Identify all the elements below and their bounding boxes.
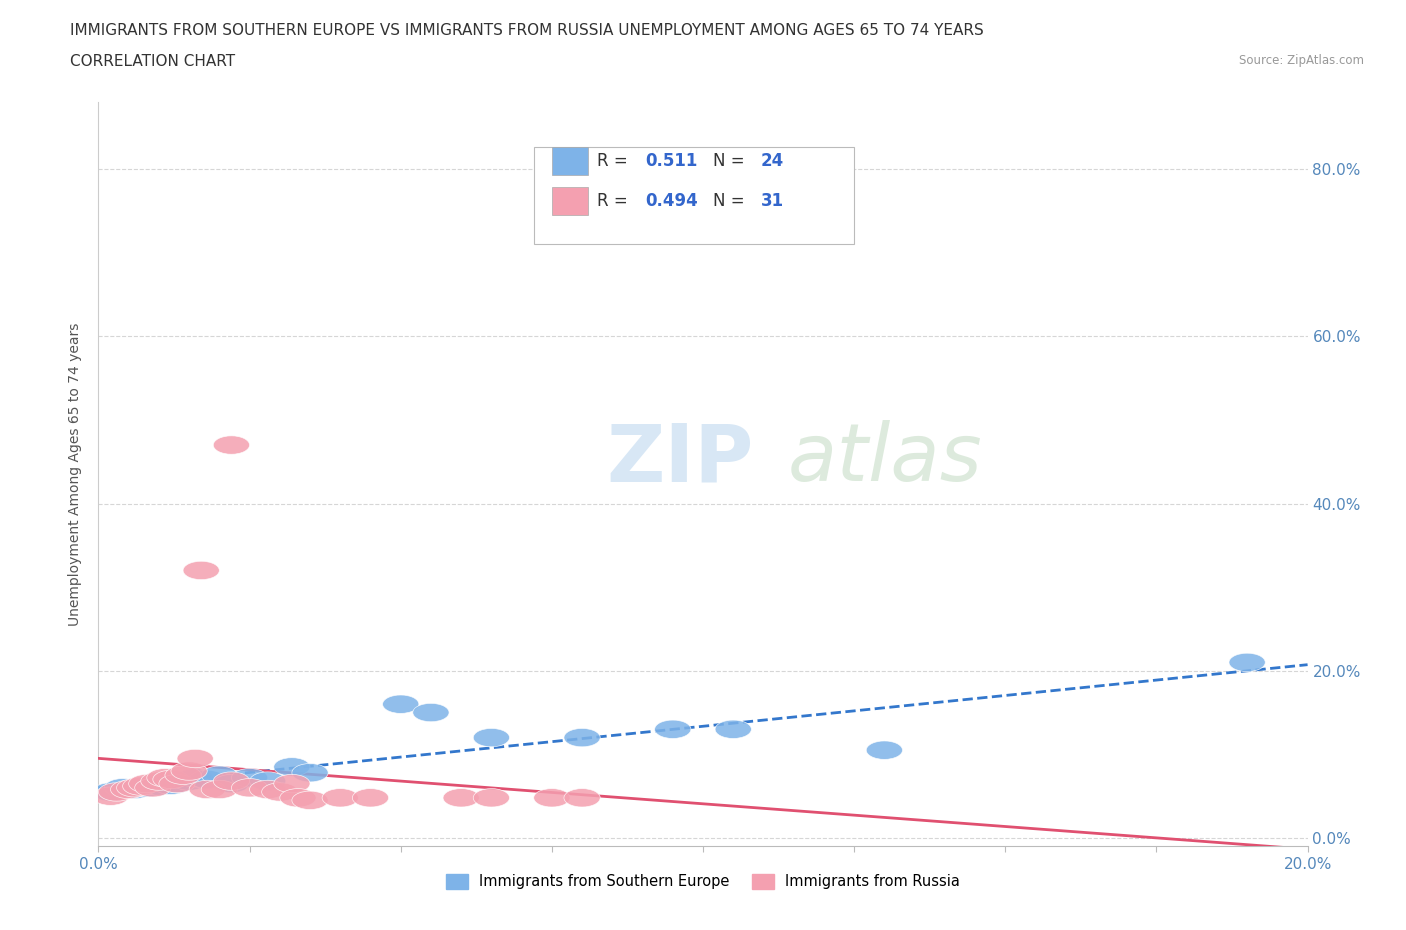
Text: R =: R = xyxy=(596,193,633,210)
Ellipse shape xyxy=(129,778,165,797)
Ellipse shape xyxy=(98,783,135,801)
Text: R =: R = xyxy=(596,153,633,170)
Ellipse shape xyxy=(564,728,600,747)
Ellipse shape xyxy=(183,561,219,579)
Ellipse shape xyxy=(534,789,569,807)
FancyBboxPatch shape xyxy=(551,187,588,216)
Legend: Immigrants from Southern Europe, Immigrants from Russia: Immigrants from Southern Europe, Immigra… xyxy=(440,868,966,895)
FancyBboxPatch shape xyxy=(551,147,588,175)
Ellipse shape xyxy=(201,780,238,799)
Ellipse shape xyxy=(353,789,388,807)
Text: ZIP: ZIP xyxy=(606,420,754,498)
Ellipse shape xyxy=(153,776,190,794)
Ellipse shape xyxy=(104,778,141,797)
Ellipse shape xyxy=(413,703,449,722)
Y-axis label: Unemployment Among Ages 65 to 74 years: Unemployment Among Ages 65 to 74 years xyxy=(69,323,83,626)
Ellipse shape xyxy=(141,777,177,795)
Ellipse shape xyxy=(159,775,195,792)
Ellipse shape xyxy=(188,780,225,799)
Ellipse shape xyxy=(135,778,172,797)
Text: 24: 24 xyxy=(761,153,785,170)
Ellipse shape xyxy=(474,789,509,807)
Ellipse shape xyxy=(250,780,285,799)
Ellipse shape xyxy=(716,720,751,738)
Text: N =: N = xyxy=(713,153,749,170)
Text: atlas: atlas xyxy=(787,420,983,498)
Ellipse shape xyxy=(201,766,238,784)
Ellipse shape xyxy=(564,789,600,807)
Ellipse shape xyxy=(172,772,207,790)
Ellipse shape xyxy=(177,768,214,787)
Text: CORRELATION CHART: CORRELATION CHART xyxy=(70,54,235,69)
Ellipse shape xyxy=(232,778,267,797)
Text: Source: ZipAtlas.com: Source: ZipAtlas.com xyxy=(1239,54,1364,67)
Ellipse shape xyxy=(177,750,214,768)
Ellipse shape xyxy=(292,791,328,809)
Ellipse shape xyxy=(262,783,298,801)
Ellipse shape xyxy=(214,775,250,792)
Ellipse shape xyxy=(111,780,146,799)
Ellipse shape xyxy=(146,768,183,787)
Ellipse shape xyxy=(292,764,328,782)
Ellipse shape xyxy=(214,436,250,454)
Ellipse shape xyxy=(129,775,165,792)
Ellipse shape xyxy=(274,758,311,776)
Ellipse shape xyxy=(165,766,201,784)
Ellipse shape xyxy=(274,775,311,792)
Ellipse shape xyxy=(117,778,153,797)
Ellipse shape xyxy=(153,770,190,789)
Ellipse shape xyxy=(322,789,359,807)
Text: 0.511: 0.511 xyxy=(645,153,697,170)
Ellipse shape xyxy=(159,775,195,792)
Ellipse shape xyxy=(188,770,225,789)
Text: 0.494: 0.494 xyxy=(645,193,697,210)
Ellipse shape xyxy=(382,695,419,713)
FancyBboxPatch shape xyxy=(534,147,855,244)
Ellipse shape xyxy=(655,720,690,738)
Ellipse shape xyxy=(93,787,129,805)
Ellipse shape xyxy=(93,783,129,801)
Ellipse shape xyxy=(122,777,159,795)
Ellipse shape xyxy=(866,741,903,760)
Ellipse shape xyxy=(172,762,207,780)
Ellipse shape xyxy=(443,789,479,807)
Ellipse shape xyxy=(474,728,509,747)
Ellipse shape xyxy=(280,789,316,807)
Ellipse shape xyxy=(141,772,177,790)
Ellipse shape xyxy=(250,772,285,790)
Ellipse shape xyxy=(214,772,250,790)
Text: IMMIGRANTS FROM SOUTHERN EUROPE VS IMMIGRANTS FROM RUSSIA UNEMPLOYMENT AMONG AGE: IMMIGRANTS FROM SOUTHERN EUROPE VS IMMIG… xyxy=(70,23,984,38)
Ellipse shape xyxy=(1229,653,1265,671)
Ellipse shape xyxy=(117,780,153,799)
Ellipse shape xyxy=(232,768,267,787)
Text: 31: 31 xyxy=(761,193,785,210)
Text: N =: N = xyxy=(713,193,749,210)
